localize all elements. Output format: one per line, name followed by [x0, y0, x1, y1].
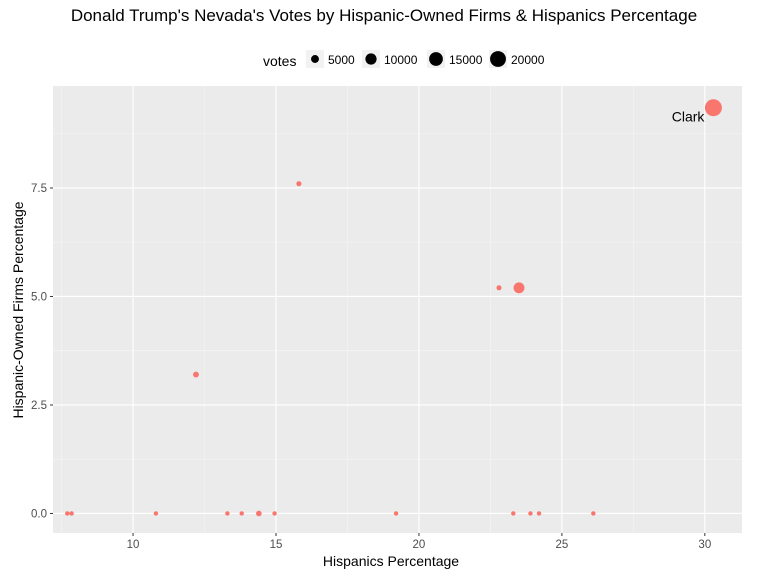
data-point — [65, 511, 70, 516]
x-tick-label: 15 — [270, 539, 283, 551]
legend-key — [311, 55, 319, 63]
point-label: Clark — [672, 109, 706, 125]
chart-title: Donald Trump's Nevada's Votes by Hispani… — [70, 6, 698, 25]
x-axis-title: Hispanics Percentage — [323, 553, 459, 569]
data-point — [239, 511, 244, 516]
data-point — [511, 511, 516, 516]
legend-key — [490, 51, 506, 67]
y-axis: 0.0 2.5 5.0 7.5 — [31, 183, 53, 520]
data-points — [65, 99, 722, 517]
y-axis-title: Hispanic-Owned Firms Percentage — [10, 201, 26, 418]
y-tick-label: 0.0 — [31, 508, 47, 520]
legend-key — [429, 52, 443, 66]
x-tick-label: 10 — [127, 539, 140, 551]
data-point — [591, 511, 596, 516]
data-point — [393, 511, 399, 516]
legend-key — [365, 53, 377, 65]
data-point — [536, 511, 542, 516]
legend-label: 15000 — [449, 53, 483, 67]
data-point — [496, 285, 502, 291]
plot-panel — [53, 86, 742, 533]
data-point — [193, 371, 199, 378]
point-labels: Clark — [672, 109, 706, 125]
data-point — [153, 511, 159, 516]
data-point — [272, 511, 277, 516]
data-point — [256, 510, 262, 517]
x-tick-label: 20 — [413, 539, 426, 551]
x-tick-label: 25 — [555, 539, 568, 551]
x-axis: 10 15 20 25 30 — [127, 533, 711, 551]
data-point — [296, 181, 302, 187]
y-tick-label: 2.5 — [31, 400, 47, 412]
data-point — [704, 99, 722, 117]
data-point — [513, 282, 525, 294]
legend-label: 20000 — [511, 53, 545, 67]
x-tick-label: 30 — [698, 539, 711, 551]
data-point — [528, 511, 533, 516]
legend-title: votes — [263, 53, 296, 69]
legend: votes 5000 10000 15000 20000 — [263, 50, 545, 69]
y-tick-label: 5.0 — [31, 291, 47, 303]
y-tick-label: 7.5 — [31, 183, 47, 195]
data-point — [225, 511, 230, 516]
legend-label: 5000 — [328, 53, 355, 67]
data-point — [69, 511, 74, 516]
legend-label: 10000 — [384, 53, 418, 67]
